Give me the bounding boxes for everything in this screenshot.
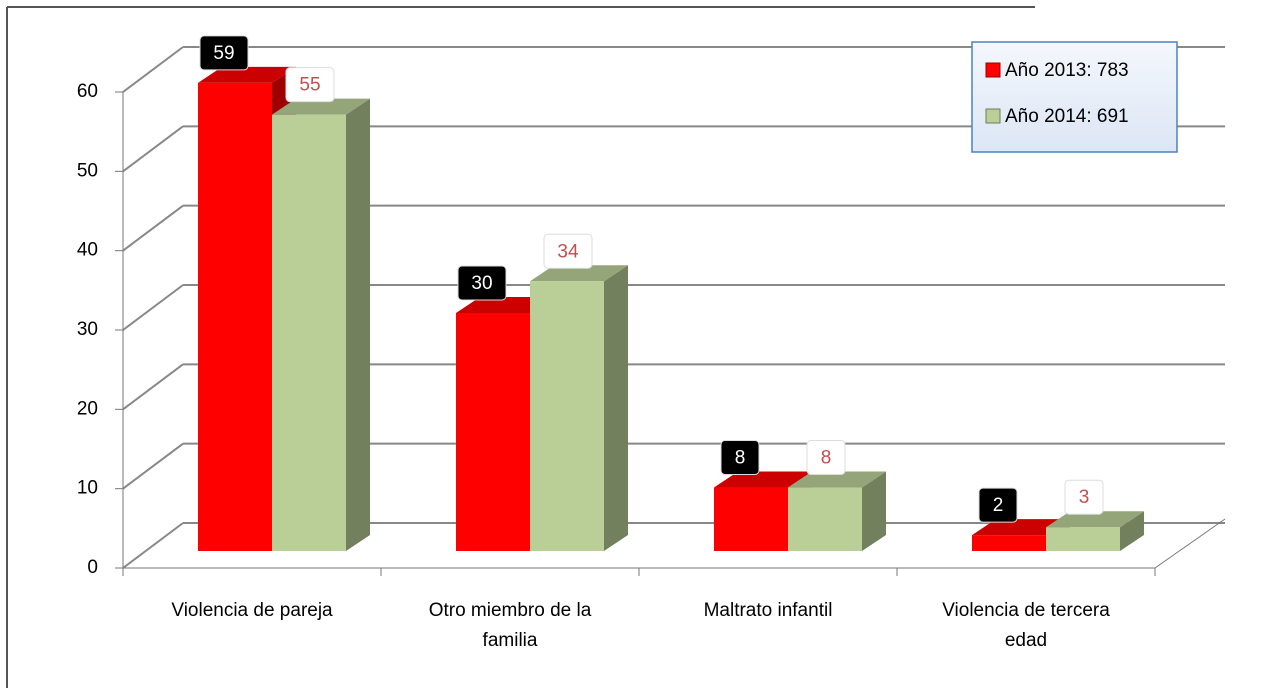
- grid-line: [122, 442, 184, 490]
- legend-label: Año 2014: 691: [1005, 106, 1129, 127]
- value-label: 2: [993, 495, 1004, 516]
- value-label-box: [978, 487, 1018, 523]
- value-label: 8: [735, 448, 746, 469]
- value-label: 34: [557, 241, 579, 262]
- bar-top: [788, 471, 886, 488]
- bar-side: [604, 265, 628, 551]
- bar-top: [714, 471, 812, 488]
- value-label-box: [457, 265, 507, 301]
- grid-line: [122, 46, 184, 93]
- y-tick-label: 10: [77, 478, 98, 499]
- value-label-box: [285, 67, 335, 103]
- bar-top: [198, 66, 296, 83]
- grid-line: [122, 363, 184, 411]
- floor-edge: [1154, 518, 1226, 569]
- y-tick-label: 60: [77, 81, 98, 102]
- value-label: 30: [471, 273, 492, 294]
- bar: [272, 98, 370, 552]
- bar-front: [1046, 527, 1120, 551]
- bar: [1046, 511, 1144, 551]
- grid-line: [122, 125, 184, 173]
- bar-front: [788, 487, 862, 551]
- legend-box: [971, 41, 1178, 153]
- value-label: 55: [299, 75, 320, 96]
- bar: [788, 471, 886, 551]
- bar-side: [1120, 511, 1144, 551]
- bar-front: [456, 313, 530, 551]
- y-tick-label: 30: [77, 319, 98, 340]
- value-label: 59: [213, 43, 234, 64]
- bar-top: [972, 519, 1070, 536]
- y-tick-label: 0: [87, 557, 98, 578]
- bar-front: [530, 281, 604, 551]
- bar-top: [272, 98, 370, 115]
- value-label-box: [1064, 479, 1104, 515]
- grid-line: [122, 204, 184, 252]
- bar-front: [198, 82, 272, 551]
- bar-front: [714, 487, 788, 551]
- value-label-box: [199, 35, 249, 71]
- x-tick-label: Otro miembro de la familia: [428, 600, 592, 651]
- x-tick-label: Maltrato infantil: [703, 600, 833, 621]
- bar: [530, 265, 628, 551]
- y-tick-label: 40: [77, 240, 98, 261]
- value-label-box: [543, 233, 593, 269]
- y-tick-label: 50: [77, 160, 98, 181]
- bar-front: [272, 114, 346, 552]
- value-label: 8: [821, 448, 832, 469]
- bar-side: [862, 471, 886, 551]
- x-tick-label: Violencia de pareja: [171, 600, 333, 621]
- x-tick-label: Violencia de tercera edad: [942, 600, 1110, 651]
- bar-top: [456, 297, 554, 313]
- bar-top: [530, 265, 628, 282]
- bar-side: [346, 98, 370, 552]
- grid-line: [122, 284, 184, 331]
- bar-top: [1046, 511, 1144, 528]
- value-label: 3: [1079, 487, 1090, 508]
- legend-swatch: [985, 62, 1001, 78]
- legend-label: Año 2013: 783: [1005, 60, 1129, 81]
- grid-line: [122, 522, 184, 569]
- value-label-box: [806, 440, 846, 476]
- y-tick-label: 20: [77, 398, 98, 419]
- legend-swatch: [985, 108, 1001, 124]
- value-label-box: [720, 440, 760, 476]
- bar-front: [972, 535, 1046, 551]
